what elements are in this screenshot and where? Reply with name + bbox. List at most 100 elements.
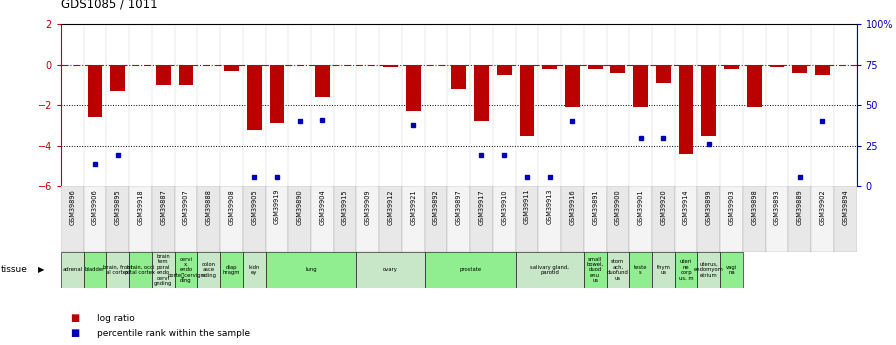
Bar bbox=[629, 252, 652, 288]
Bar bbox=[243, 186, 265, 252]
Bar bbox=[607, 186, 629, 252]
Text: vagi
na: vagi na bbox=[726, 265, 737, 275]
Bar bbox=[129, 252, 151, 288]
Text: GSM39887: GSM39887 bbox=[160, 189, 167, 225]
Text: log ratio: log ratio bbox=[97, 314, 134, 323]
Text: GSM39901: GSM39901 bbox=[638, 189, 643, 225]
Bar bbox=[474, 65, 489, 121]
Text: GSM39894: GSM39894 bbox=[842, 189, 849, 225]
Bar bbox=[175, 186, 197, 252]
Text: ovary: ovary bbox=[383, 267, 398, 273]
Bar bbox=[675, 186, 697, 252]
Bar bbox=[720, 252, 743, 288]
Text: cervi
x,
endo
portecervign
ding: cervi x, endo porte cervign ding bbox=[168, 257, 204, 283]
Bar bbox=[811, 186, 834, 252]
Text: uterus,
endomyom
etrium: uterus, endomyom etrium bbox=[694, 262, 724, 278]
Text: GSM39917: GSM39917 bbox=[478, 189, 485, 225]
Bar bbox=[246, 65, 262, 129]
Text: GSM39898: GSM39898 bbox=[751, 189, 757, 225]
Bar bbox=[357, 186, 379, 252]
Bar bbox=[584, 186, 607, 252]
Text: GSM39920: GSM39920 bbox=[660, 189, 667, 225]
Text: small
bowel,
duod
enu
us: small bowel, duod enu us bbox=[587, 257, 604, 283]
Bar bbox=[652, 186, 675, 252]
Bar bbox=[447, 186, 470, 252]
Bar bbox=[743, 186, 766, 252]
Bar bbox=[565, 65, 580, 107]
Text: GSM39896: GSM39896 bbox=[69, 189, 75, 225]
Bar bbox=[675, 252, 697, 288]
Text: bladder: bladder bbox=[85, 267, 105, 273]
Text: GSM39892: GSM39892 bbox=[433, 189, 439, 225]
Bar bbox=[697, 186, 720, 252]
Bar bbox=[311, 186, 333, 252]
Bar bbox=[425, 252, 515, 288]
Bar bbox=[406, 65, 421, 111]
Bar bbox=[357, 252, 425, 288]
Text: GSM39900: GSM39900 bbox=[615, 189, 621, 225]
Text: GSM39906: GSM39906 bbox=[92, 189, 98, 225]
Text: brain
tem
poral
endo
cervi
gnding: brain tem poral endo cervi gnding bbox=[154, 254, 172, 286]
Text: GSM39916: GSM39916 bbox=[570, 189, 575, 225]
Text: GSM39913: GSM39913 bbox=[547, 189, 553, 224]
Text: tissue: tissue bbox=[1, 265, 28, 275]
Text: GSM39888: GSM39888 bbox=[206, 189, 211, 225]
Text: teste
s: teste s bbox=[633, 265, 648, 275]
Bar bbox=[83, 252, 107, 288]
Bar bbox=[724, 65, 739, 69]
Text: GSM39919: GSM39919 bbox=[274, 189, 280, 224]
Bar bbox=[220, 186, 243, 252]
Text: brain, front
al cortex: brain, front al cortex bbox=[103, 265, 133, 275]
Text: GSM39914: GSM39914 bbox=[683, 189, 689, 225]
Text: GSM39915: GSM39915 bbox=[342, 189, 348, 225]
Bar bbox=[110, 65, 125, 91]
Bar bbox=[652, 252, 675, 288]
Bar bbox=[792, 65, 807, 73]
Bar bbox=[607, 252, 629, 288]
Text: kidn
ey: kidn ey bbox=[248, 265, 260, 275]
Bar bbox=[289, 186, 311, 252]
Bar bbox=[493, 186, 515, 252]
Bar bbox=[175, 252, 197, 288]
Text: stom
ach,
duofund
us: stom ach, duofund us bbox=[607, 259, 629, 280]
Text: GSM39911: GSM39911 bbox=[524, 189, 530, 224]
Bar bbox=[697, 252, 720, 288]
Bar bbox=[702, 65, 716, 136]
Text: GSM39912: GSM39912 bbox=[388, 189, 393, 225]
Bar bbox=[197, 186, 220, 252]
Text: GSM39907: GSM39907 bbox=[183, 189, 189, 225]
Text: GSM39902: GSM39902 bbox=[820, 189, 825, 225]
Bar bbox=[678, 65, 694, 154]
Bar bbox=[151, 186, 175, 252]
Bar bbox=[770, 65, 784, 67]
Text: ■: ■ bbox=[70, 328, 79, 338]
Bar bbox=[788, 186, 811, 252]
Text: GSM39890: GSM39890 bbox=[297, 189, 303, 225]
Bar bbox=[61, 252, 83, 288]
Text: GSM39899: GSM39899 bbox=[706, 189, 711, 225]
Text: salivary gland,
parotid: salivary gland, parotid bbox=[530, 265, 569, 275]
Bar bbox=[470, 186, 493, 252]
Bar bbox=[270, 65, 284, 124]
Bar bbox=[542, 65, 557, 69]
Bar bbox=[224, 65, 239, 71]
Text: GSM39904: GSM39904 bbox=[319, 189, 325, 225]
Bar bbox=[107, 186, 129, 252]
Bar bbox=[520, 65, 534, 136]
Bar bbox=[383, 65, 398, 67]
Bar bbox=[538, 186, 561, 252]
Text: colon
asce
nding: colon asce nding bbox=[202, 262, 216, 278]
Text: ■: ■ bbox=[70, 313, 79, 323]
Bar bbox=[243, 252, 265, 288]
Bar bbox=[61, 186, 83, 252]
Bar bbox=[107, 252, 129, 288]
Bar bbox=[629, 186, 652, 252]
Text: ▶: ▶ bbox=[38, 265, 44, 275]
Bar bbox=[588, 65, 602, 69]
Text: lung: lung bbox=[306, 267, 317, 273]
Bar bbox=[515, 252, 584, 288]
Text: GSM39908: GSM39908 bbox=[228, 189, 235, 225]
Bar bbox=[720, 186, 743, 252]
Bar bbox=[515, 186, 538, 252]
Bar bbox=[220, 252, 243, 288]
